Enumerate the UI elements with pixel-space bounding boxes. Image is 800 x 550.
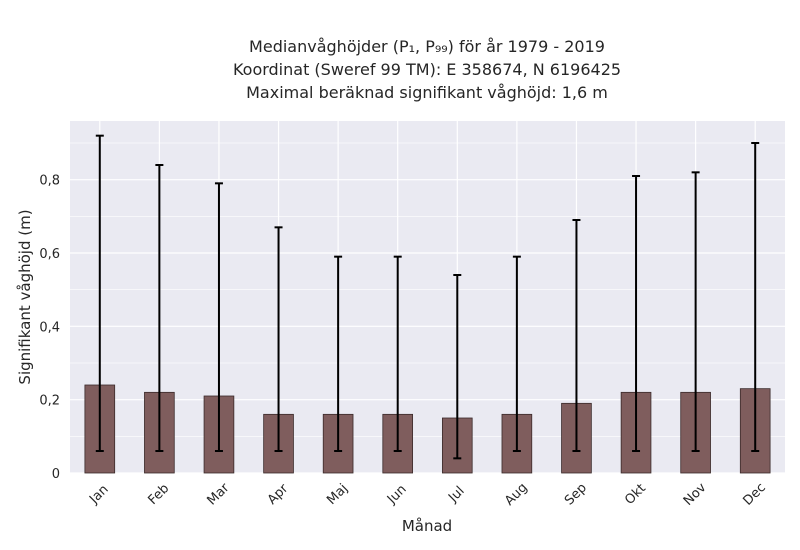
title-line-3: Maximal beräknad signifikant våghöjd: 1,… [246, 83, 608, 102]
y-tick-label: 0,6 [39, 247, 60, 262]
y-tick-label: 0,8 [39, 174, 60, 189]
chart-title: Medianvåghöjder (P₁, P₉₉) för år 1979 - … [233, 37, 621, 102]
error-bars [95, 134, 760, 460]
x-tick-label: Nov [681, 480, 710, 509]
x-tick-label: Sep [562, 481, 590, 509]
y-axis-ticks: 0 0,2 0,4 0,6 0,8 [39, 174, 60, 482]
title-line-2: Koordinat (Sweref 99 TM): E 358674, N 61… [233, 60, 621, 79]
y-axis-label: Signifikant våghöjd (m) [16, 209, 34, 384]
y-tick-label: 0,2 [39, 394, 60, 409]
x-tick-label: Maj [324, 481, 351, 508]
x-tick-label: Mar [205, 480, 233, 508]
y-tick-label: 0,4 [39, 320, 60, 335]
x-tick-label: Jun [384, 482, 410, 508]
x-tick-label: Aug [502, 480, 531, 509]
x-tick-label: Jul [445, 484, 467, 506]
x-tick-label: Jan [86, 482, 111, 507]
x-tick-label: Okt [622, 481, 649, 508]
title-line-1: Medianvåghöjder (P₁, P₉₉) för år 1979 - … [249, 37, 605, 56]
y-tick-label: 0 [52, 467, 60, 482]
x-axis-label: Månad [402, 517, 452, 535]
x-tick-label: Feb [145, 481, 172, 508]
x-tick-label: Apr [265, 481, 292, 508]
x-axis-ticks: Jan Feb Mar Apr Maj Jun Jul Aug Sep Okt Nov Dec [86, 480, 769, 509]
x-tick-label: Dec [741, 480, 769, 508]
plot-area [70, 121, 785, 473]
